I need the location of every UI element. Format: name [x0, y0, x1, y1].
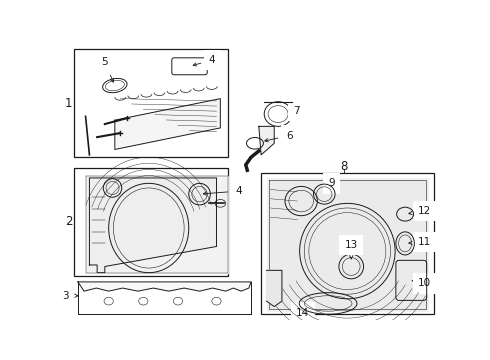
- Bar: [74, 168, 228, 276]
- Text: 12: 12: [409, 206, 432, 216]
- Text: 11: 11: [409, 237, 432, 247]
- Text: 3: 3: [62, 291, 78, 301]
- Text: 14: 14: [296, 306, 310, 318]
- Text: 5: 5: [101, 58, 114, 82]
- Polygon shape: [269, 180, 426, 309]
- Bar: [261, 172, 434, 314]
- Text: 8: 8: [340, 160, 347, 173]
- Text: 4: 4: [203, 186, 243, 196]
- Polygon shape: [89, 178, 217, 273]
- Text: 4: 4: [193, 55, 216, 66]
- Bar: [74, 49, 228, 157]
- Polygon shape: [267, 178, 428, 311]
- Polygon shape: [115, 99, 220, 149]
- Text: 10: 10: [412, 278, 431, 288]
- Polygon shape: [267, 270, 282, 306]
- Text: 9: 9: [324, 178, 335, 194]
- Text: 2: 2: [65, 215, 73, 228]
- Polygon shape: [86, 176, 228, 273]
- Polygon shape: [259, 126, 274, 155]
- Text: 1: 1: [65, 97, 73, 110]
- Text: 13: 13: [344, 240, 358, 259]
- Text: 6: 6: [265, 131, 293, 142]
- Text: 7: 7: [293, 106, 300, 116]
- Polygon shape: [78, 282, 251, 291]
